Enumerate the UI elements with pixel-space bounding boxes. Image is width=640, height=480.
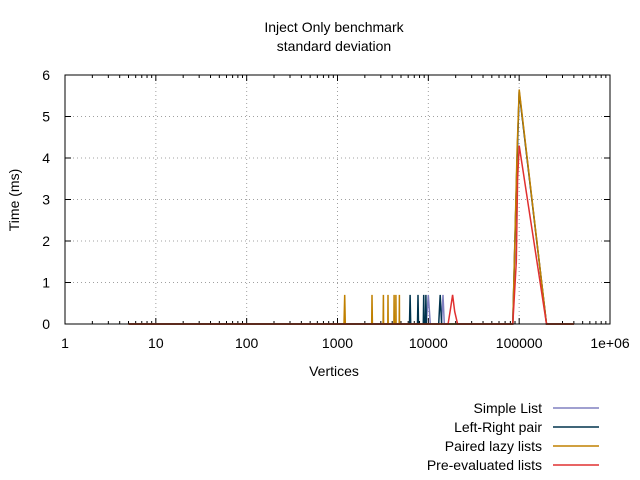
y-tick-label: 5 (42, 109, 50, 125)
y-axis-label: Time (ms) (6, 169, 22, 231)
x-tick-label: 10000 (409, 335, 448, 351)
series-line (128, 91, 574, 325)
series-lines (128, 89, 574, 325)
y-tick-label: 6 (42, 67, 50, 83)
grid (65, 75, 610, 324)
chart-subtitle: standard deviation (277, 38, 391, 54)
x-axis-label: Vertices (309, 363, 359, 379)
y-tick-label: 3 (42, 192, 50, 208)
series-line (128, 145, 574, 325)
legend: Simple List Left-Right pair Paired lazy li… (427, 400, 599, 473)
series-line (128, 91, 574, 325)
x-tick-label: 1 (61, 335, 69, 351)
y-tick-label: 1 (42, 275, 50, 291)
x-tick-label: 10 (148, 335, 164, 351)
plot-frame (64, 74, 611, 325)
legend-label: Paired lazy lists (445, 438, 542, 454)
legend-label: Left-Right pair (454, 419, 542, 435)
series-line (128, 89, 574, 325)
y-tick-label: 2 (42, 233, 50, 249)
legend-label: Pre-evaluated lists (427, 457, 542, 473)
chart-title: Inject Only benchmark (264, 19, 404, 35)
x-tick-label: 100000 (496, 335, 543, 351)
legend-label: Simple List (474, 400, 543, 416)
x-tick-label: 1e+06 (590, 335, 630, 351)
x-tick-label: 100 (235, 335, 259, 351)
x-tick-label: 1000 (322, 335, 353, 351)
y-tick-label: 4 (42, 150, 50, 166)
y-tick-label: 0 (42, 316, 50, 332)
